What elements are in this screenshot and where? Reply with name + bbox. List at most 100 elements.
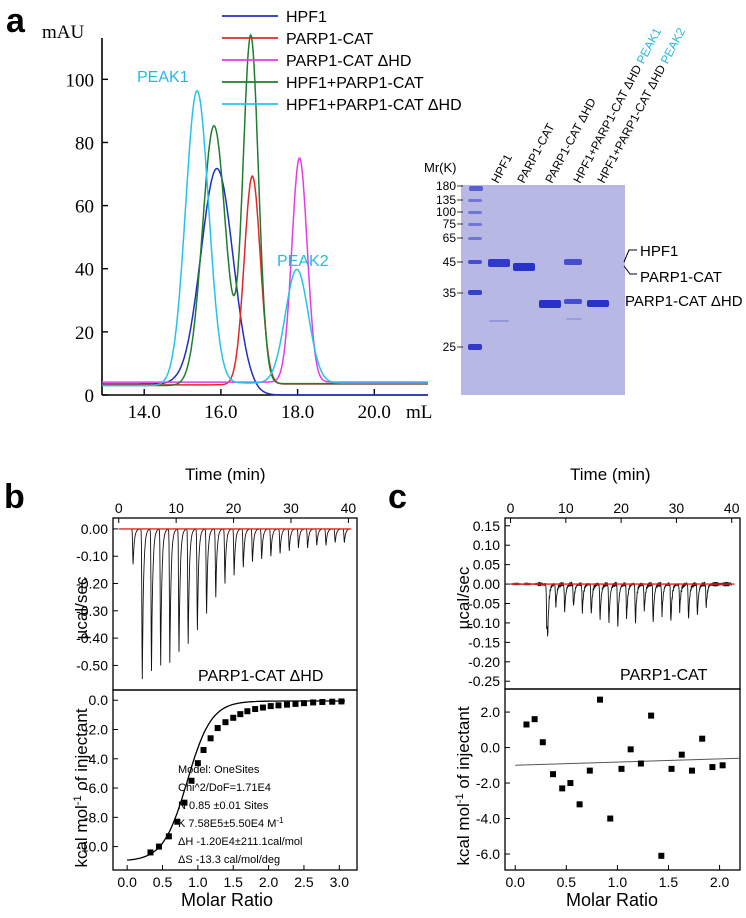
data-point [618,765,625,772]
legend-label: PARP1-CAT ΔHD [286,53,411,70]
data-point [155,843,162,850]
fit-model: Model: OneSites [178,764,260,776]
panel-c-raw-y-label: µcal/sec [454,566,473,629]
gel-marker-label: 35 [443,286,457,300]
thermogram-y-tick-label: -0.10 [468,615,500,631]
itc-panel-c: Time (min) µcal/sec kcal mol-1 of inject… [454,465,741,910]
data-point [230,714,237,721]
fit-curve [127,700,345,861]
molar-tick-label: 2.0 [710,874,730,890]
panel-label-c: c [388,478,407,516]
thermogram-y-tick-label: -0.05 [468,596,500,612]
data-point [531,716,538,723]
band-label: HPF1 [640,243,678,260]
itc-panel-b: Time (min) µcal/sec kcal mol-1 of inject… [72,465,358,910]
thermogram-trace [118,528,349,680]
isotherm-y-tick-label: -6.0 [84,780,108,796]
y-tick-label: 60 [75,197,94,218]
gel-marker-label: 180 [436,179,456,193]
data-point [338,698,345,705]
band-label-connector [623,265,637,275]
data-point [539,739,546,746]
x-tick-label: 16.0 [204,402,237,423]
time-tick-label: 10 [558,500,574,516]
gel-image [461,185,625,395]
data-point [207,735,214,742]
data-point [648,712,655,719]
gel-marker-label: 25 [443,340,457,354]
data-point [567,780,574,787]
y-tick-label: 40 [75,260,94,281]
fit-dh: ΔH -1.20E4±211.1cal/mol [178,836,302,848]
data-point [607,815,614,822]
thermogram-y-tick-label: 0.15 [473,518,500,534]
panel-label-b: b [4,478,25,516]
gel-lane-label: HPF1 [488,151,515,185]
y-tick-label: 20 [75,323,94,344]
band-label-connector [623,249,637,263]
annotation-peak1: PEAK1 [137,69,189,86]
gel-marker-label: 100 [436,205,456,219]
thermogram-y-tick-label: 0.05 [473,557,500,573]
data-point [658,852,665,859]
series-line-parp1-cat [102,174,428,386]
gel-band [469,186,483,191]
data-point [275,702,282,709]
molar-tick-label: 0.5 [153,874,173,890]
panel-b-molar-label: Molar Ratio [181,890,273,910]
isotherm-y-tick-label: 2.0 [481,704,501,720]
data-point [637,760,644,767]
chromatogram-y-ticks: 0 20 40 60 80 100 [66,70,108,407]
panel-c-itc-y-label: kcal mol-1 of injectant [454,706,473,865]
legend-label: PARP1-CAT [286,31,374,48]
annotation-peak2: PEAK2 [277,253,329,270]
gel-band [468,211,482,214]
panel-c-sample-label: PARP1-CAT [620,667,708,684]
legend-label: HPF1 [286,9,327,26]
gel-band [468,237,482,240]
isotherm-y-tick-label: -4.0 [84,751,108,767]
data-point [181,799,188,806]
chromatogram-x-label: mL [406,402,432,423]
gel-bands [468,186,609,350]
fit-k-value: K 7.58E5±5.50E4 M [178,818,276,830]
series-line-hpf1-parp1-cat-hd [102,89,428,387]
thermogram-y-tick-label: -0.50 [76,657,108,673]
data-point [214,725,221,732]
legend-label: HPF1+PARP1-CAT [286,75,424,92]
gel-marker-label: 45 [443,255,457,269]
isotherm-frame [504,688,741,871]
thermogram-y-tick-label: -0.10 [76,548,108,564]
data-point [200,747,207,753]
gel-marker-label: 75 [443,217,457,231]
time-tick-label: 30 [669,500,685,516]
panel-c-thermogram: 0 10 20 30 40 0.15 0.10 0.05 0.00 -0.05 -0.10 -0.15… [468,500,741,690]
time-tick-label: 10 [168,500,184,516]
data-point [237,711,244,718]
data-point [319,699,326,705]
isotherm-frame [112,689,358,871]
y-tick-label: 100 [66,70,95,91]
panel-c-time-label: Time (min) [570,465,651,484]
panel-label-a: a [6,2,26,40]
isotherm-y-tick-label: -2.0 [84,722,108,738]
time-tick-label: 40 [341,500,357,516]
data-point [222,719,229,726]
molar-tick-label: 3.0 [330,874,350,890]
gel-band [468,260,482,264]
data-point [252,706,259,713]
data-point [174,818,181,825]
panel-b-time-label: Time (min) [185,465,266,484]
data-point [719,762,726,769]
data-point [688,767,695,774]
fit-ds: ΔS -13.3 cal/mol/deg [178,854,280,866]
gel-band [468,344,482,350]
isotherm-y-tick-label: -8.0 [84,809,108,825]
panel-b-binding-isotherm: 0.0 0.5 1.0 1.5 2.0 2.5 3.0 0.0 -2.0 -4.0 -6.0 -8.0… [76,689,358,890]
gel-marker-label: 65 [443,231,457,245]
data-point [147,849,154,856]
thermogram-frame [504,517,741,690]
fit-k: K 7.58E5±5.50E4 M-1 [178,816,284,830]
gel-band [468,223,482,226]
